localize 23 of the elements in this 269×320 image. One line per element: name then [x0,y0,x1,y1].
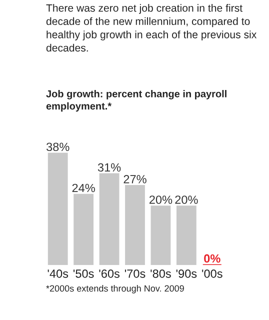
text: *2000s extends through Nov. 2009 [46,285,184,294]
bar [48,152,68,265]
data-label: 31% [98,163,121,172]
chart-subtitle: Job growth: percent change in payroll employment.* [46,90,226,112]
data-label: 27% [124,175,146,184]
bar [99,173,120,265]
x-tick-label: '60s [99,269,120,278]
x-tick-label: '50s [74,269,94,278]
chart-title: There was zero net job creation in the first decade of the new millennium, compared to healthy job growth in each of the previous six decades. [46,4,257,52]
data-label: 20% [149,196,172,204]
x-tick-label: '90s [176,269,197,278]
x-tick-label: '70s [124,269,146,278]
data-label: 38% [46,142,70,152]
bar [150,206,171,265]
x-tick-label: '00s [202,269,222,278]
data-label: 20% [175,196,198,204]
x-tick-label: '40s [48,269,68,278]
bar [74,194,94,265]
bar [125,185,145,265]
bar [176,206,196,265]
x-tick-label: '80s [150,269,171,278]
data-label: 0% [204,254,220,263]
data-label: 24% [72,184,95,192]
